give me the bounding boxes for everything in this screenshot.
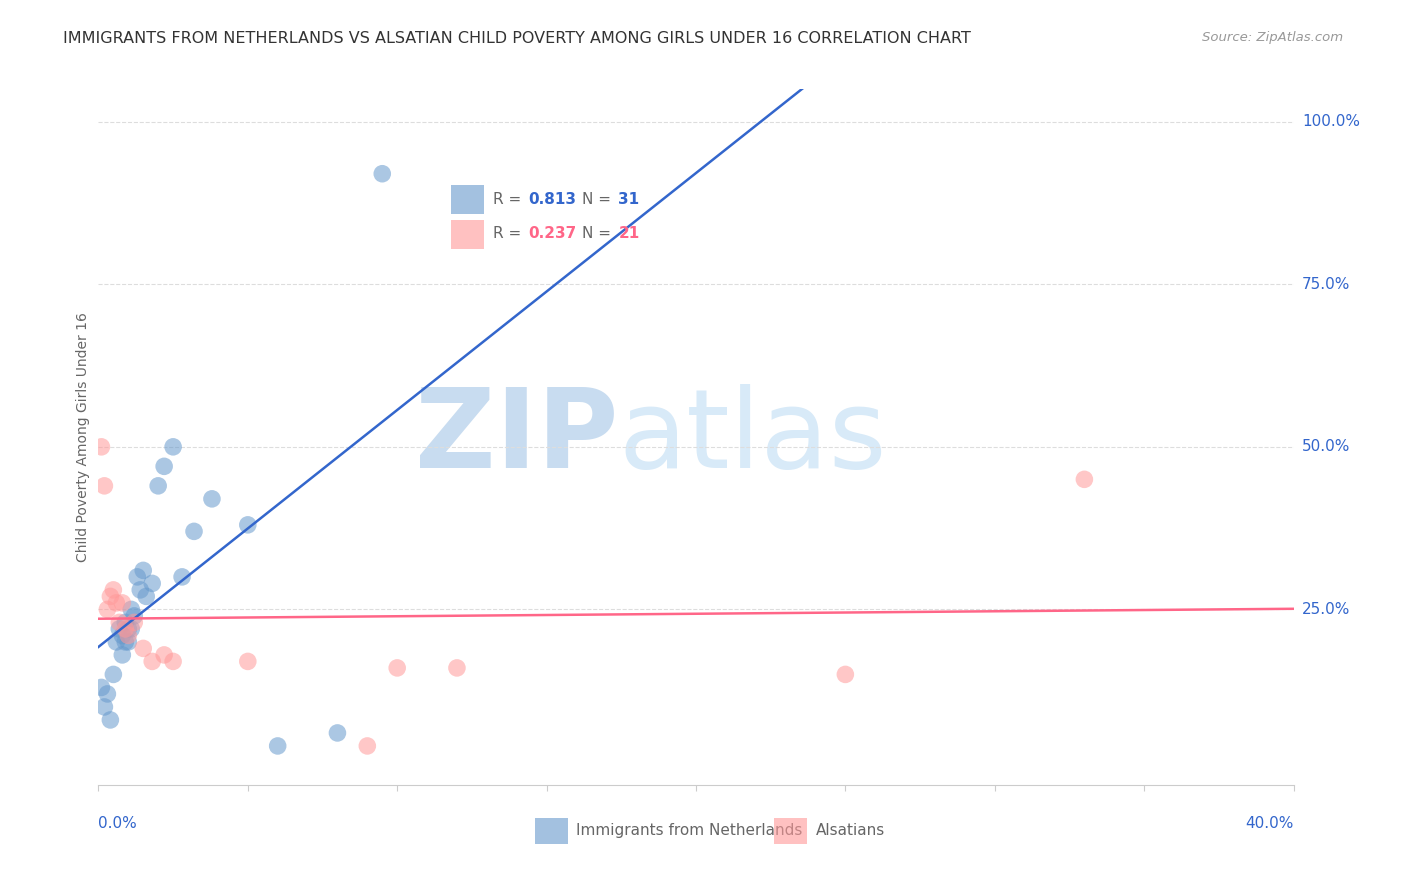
Point	[111, 596, 134, 610]
Text: Immigrants from Netherlands: Immigrants from Netherlands	[576, 823, 803, 838]
Text: 50.0%: 50.0%	[1302, 440, 1350, 454]
Point	[96, 687, 118, 701]
Point	[356, 739, 378, 753]
Point	[98, 590, 122, 604]
Point	[93, 700, 115, 714]
Point	[385, 661, 409, 675]
Point	[132, 641, 155, 656]
Point	[153, 459, 176, 474]
Point	[162, 440, 184, 454]
Point	[172, 570, 194, 584]
Point	[98, 713, 122, 727]
Point	[111, 628, 134, 642]
FancyBboxPatch shape	[534, 818, 568, 844]
Text: IMMIGRANTS FROM NETHERLANDS VS ALSATIAN CHILD POVERTY AMONG GIRLS UNDER 16 CORRE: IMMIGRANTS FROM NETHERLANDS VS ALSATIAN …	[63, 31, 972, 46]
Point	[120, 602, 142, 616]
Point	[96, 602, 118, 616]
Text: N =: N =	[582, 227, 616, 242]
Text: 100.0%: 100.0%	[1302, 114, 1360, 129]
Point	[834, 667, 856, 681]
Point	[117, 635, 139, 649]
Point	[103, 582, 125, 597]
Point	[236, 517, 259, 532]
Text: R =: R =	[494, 227, 526, 242]
Point	[114, 615, 136, 630]
Point	[129, 582, 152, 597]
Text: 40.0%: 40.0%	[1246, 815, 1294, 830]
Point	[371, 167, 394, 181]
Text: N =: N =	[582, 192, 616, 207]
Point	[90, 681, 112, 695]
Point	[201, 491, 224, 506]
Point	[1073, 472, 1095, 486]
Point	[183, 524, 205, 539]
FancyBboxPatch shape	[451, 186, 485, 214]
Point	[135, 590, 157, 604]
Point	[127, 570, 149, 584]
Point	[117, 628, 139, 642]
Point	[90, 440, 112, 454]
Y-axis label: Child Poverty Among Girls Under 16: Child Poverty Among Girls Under 16	[76, 312, 90, 562]
Point	[120, 622, 142, 636]
Point	[267, 739, 290, 753]
Point	[162, 654, 184, 668]
Point	[124, 608, 146, 623]
Text: 0.813: 0.813	[529, 192, 576, 207]
Text: R =: R =	[494, 192, 526, 207]
Point	[236, 654, 259, 668]
Point	[124, 615, 146, 630]
Point	[117, 622, 139, 636]
Point	[105, 596, 128, 610]
Text: 31: 31	[619, 192, 640, 207]
Point	[148, 479, 170, 493]
Point	[132, 563, 155, 577]
Point	[153, 648, 176, 662]
Text: 21: 21	[619, 227, 640, 242]
Text: Source: ZipAtlas.com: Source: ZipAtlas.com	[1202, 31, 1343, 45]
Point	[114, 622, 136, 636]
Point	[141, 576, 163, 591]
Text: Alsatians: Alsatians	[815, 823, 884, 838]
Text: 0.0%: 0.0%	[98, 815, 138, 830]
Point	[326, 726, 349, 740]
Text: atlas: atlas	[619, 384, 887, 491]
FancyBboxPatch shape	[451, 220, 485, 249]
Text: 75.0%: 75.0%	[1302, 277, 1350, 292]
Point	[93, 479, 115, 493]
Text: ZIP: ZIP	[415, 384, 619, 491]
Point	[446, 661, 468, 675]
Text: 25.0%: 25.0%	[1302, 602, 1350, 617]
Point	[105, 635, 128, 649]
Point	[111, 648, 134, 662]
FancyBboxPatch shape	[773, 818, 807, 844]
Point	[141, 654, 163, 668]
Point	[108, 615, 131, 630]
Text: 0.237: 0.237	[529, 227, 576, 242]
Point	[114, 635, 136, 649]
Point	[108, 622, 131, 636]
Point	[103, 667, 125, 681]
